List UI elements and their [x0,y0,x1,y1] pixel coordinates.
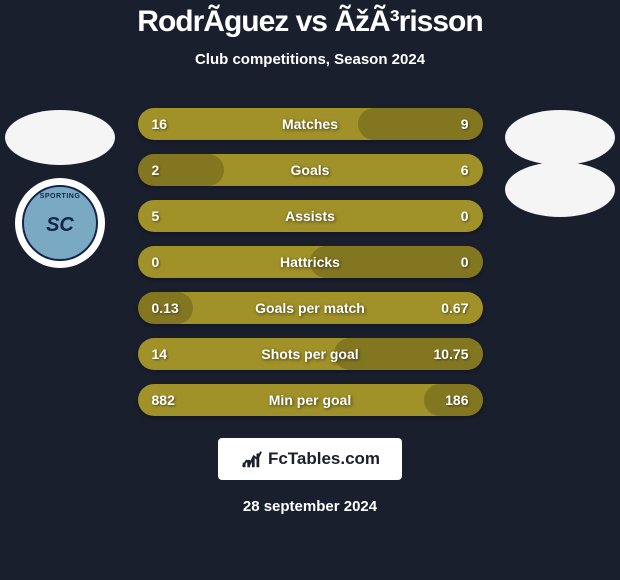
bar-right-value: 0 [461,254,469,270]
bar-label: Goals [291,162,330,178]
bar-left-value: 16 [152,116,168,132]
stat-bar: 0 Hattricks 0 [138,246,483,278]
club-logo-right [505,162,615,217]
bar-left-value: 2 [152,162,160,178]
bar-label: Shots per goal [261,346,358,362]
stat-bar: 16 Matches 9 [138,108,483,140]
bar-label: Hattricks [280,254,340,270]
stat-bar: 2 Goals 6 [138,154,483,186]
stat-bar: 14 Shots per goal 10.75 [138,338,483,370]
bar-left-value: 5 [152,208,160,224]
bar-right-value: 186 [445,392,468,408]
fctables-text: FcTables.com [268,449,380,469]
bar-right-value: 9 [461,116,469,132]
fctables-logo: FcTables.com [218,438,402,480]
page-title: RodrÃguez vs ÃžÃ³risson [137,5,482,39]
bar-right-value: 0.67 [441,300,468,316]
stat-bar: 882 Min per goal 186 [138,384,483,416]
bar-label: Goals per match [255,300,365,316]
chart-icon [240,448,262,470]
bar-fill [138,154,224,186]
bar-left-value: 882 [152,392,175,408]
subtitle: Club competitions, Season 2024 [195,51,425,68]
player-right-avatar [505,110,615,165]
bar-label: Assists [285,208,335,224]
bar-label: Matches [282,116,338,132]
bar-left-value: 14 [152,346,168,362]
bar-left-value: 0.13 [152,300,179,316]
bar-right-value: 10.75 [433,346,468,362]
stats-bars: 16 Matches 9 2 Goals 6 5 Assists 0 0 Hattricks 0 0.1… [138,108,483,416]
club-logo-left: SPORTING SC [15,178,105,268]
bar-right-value: 0 [461,208,469,224]
date-text: 28 september 2024 [243,498,377,515]
player-left-avatar [5,110,115,165]
bar-label: Min per goal [269,392,351,408]
stat-bar: 5 Assists 0 [138,200,483,232]
club-logo-sc: SC [46,214,74,237]
club-logo-text: SPORTING [40,193,81,200]
bar-left-value: 0 [152,254,160,270]
stat-bar: 0.13 Goals per match 0.67 [138,292,483,324]
bar-right-value: 6 [461,162,469,178]
